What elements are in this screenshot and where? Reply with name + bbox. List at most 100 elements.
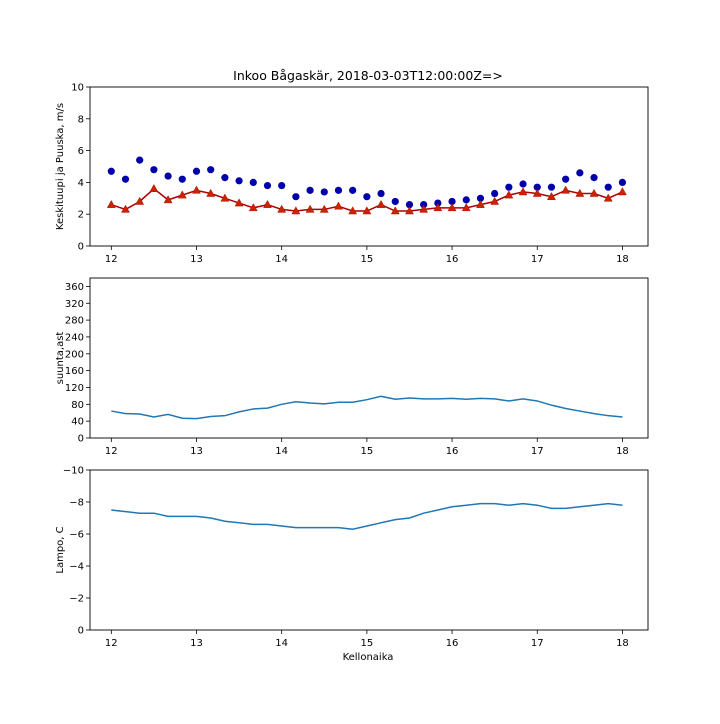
y-tick-label: 200 [65, 349, 84, 360]
y-tick-label: 360 [65, 282, 84, 293]
mean-wind-point [575, 188, 585, 197]
gust-point [391, 197, 399, 206]
gust-point [292, 193, 300, 201]
x-tick-label: 15 [361, 446, 374, 457]
gust-point [618, 178, 627, 186]
y-axis-label: suunta,ast [55, 332, 66, 385]
y-axis-label: Lampo, C [55, 526, 66, 573]
mean-wind-point [163, 195, 173, 204]
y-tick-label: −10 [63, 466, 84, 477]
mean-wind-point [362, 206, 372, 215]
mean-wind-point [547, 191, 556, 200]
gust-point [320, 188, 328, 196]
x-tick-label: 15 [361, 254, 374, 265]
gust-point [576, 169, 584, 177]
mean-wind-point [106, 199, 116, 208]
gust-point [448, 197, 456, 206]
mean-wind-point [121, 204, 130, 213]
x-tick-label: 17 [531, 446, 544, 457]
mean-wind-point [603, 193, 613, 202]
mean-wind-point [177, 190, 187, 199]
x-tick-label: 12 [105, 446, 118, 457]
gust-point [334, 186, 343, 194]
x-tick-label: 15 [361, 638, 374, 649]
y-tick-label: 120 [65, 383, 84, 394]
gust-point [107, 167, 115, 175]
gust-point [462, 196, 470, 204]
y-tick-label: 40 [71, 417, 84, 428]
x-axis-label: Kellonaika [343, 652, 394, 663]
y-tick-label: 0 [78, 434, 84, 445]
mean-wind-point [220, 193, 230, 202]
y-tick-label: 80 [71, 400, 84, 411]
panel-3: 12 13 14 15 16 17 18 0 −2 −4 −6 −8 −10 Lampo, C Kellon… [55, 466, 649, 663]
y-tick-label: 10 [71, 83, 84, 94]
y-tick-label: −2 [69, 594, 84, 605]
panel-2: 12 13 14 15 16 17 18 0 40 80 120 160 200 240 280 320 360… [55, 277, 649, 457]
mean-wind-point [589, 188, 599, 197]
gust-point [519, 180, 527, 188]
gust-point [533, 183, 541, 191]
mean-wind-point [348, 206, 358, 215]
gust-point [178, 175, 186, 183]
y-tick-label: 0 [78, 626, 84, 637]
mean-wind-point [490, 196, 500, 205]
gust-point [263, 181, 272, 190]
mean-wind-point [277, 204, 287, 213]
mean-wind-point [206, 188, 216, 197]
mean-wind-point [532, 188, 542, 197]
gust-point [420, 201, 428, 209]
mean-wind-point [618, 187, 627, 196]
y-tick-label: −8 [69, 498, 84, 509]
x-tick-label: 17 [531, 638, 544, 649]
gust-point [590, 174, 598, 182]
mean-wind-point [390, 206, 400, 215]
x-tick-label: 17 [531, 254, 544, 265]
x-tick-label: 14 [275, 254, 288, 265]
mean-wind-point [405, 206, 414, 215]
x-tick-label: 13 [190, 254, 203, 265]
mean-wind-point [319, 204, 329, 213]
gust-point [249, 178, 257, 186]
x-tick-label: 16 [446, 254, 459, 265]
mean-wind-point [334, 201, 343, 210]
x-tick-label: 18 [616, 446, 629, 457]
gust-point [306, 186, 314, 194]
gust-point [121, 175, 130, 183]
gust-point [363, 193, 371, 201]
x-tick-label: 12 [105, 254, 118, 265]
gust-point [562, 175, 570, 183]
mean-wind-point [192, 185, 201, 194]
gust-point [491, 189, 499, 198]
mean-wind-point [504, 190, 514, 199]
gust-point [349, 186, 357, 194]
x-tick-label: 12 [105, 638, 118, 649]
mean-wind-point [461, 203, 471, 212]
gust-point [434, 199, 442, 207]
mean-wind-point [561, 185, 571, 194]
y-tick-label: 2 [78, 210, 84, 221]
mean-wind-point [518, 187, 528, 196]
gust-point [505, 183, 513, 191]
gust-point [136, 156, 144, 164]
x-tick-label: 14 [275, 446, 288, 457]
gust-point [150, 166, 158, 174]
y-tick-label: 4 [78, 178, 84, 189]
gust-point [547, 183, 556, 191]
gust-point [235, 177, 243, 185]
y-tick-label: −6 [69, 530, 84, 541]
mean-wind-point [419, 204, 429, 213]
x-tick-label: 18 [616, 638, 629, 649]
mean-wind-point [447, 203, 457, 212]
temperature-line [111, 502, 623, 530]
mean-wind-point [376, 199, 386, 208]
y-tick-label: −4 [69, 562, 84, 573]
y-tick-label: 6 [78, 146, 84, 157]
mean-wind-point [433, 203, 443, 212]
x-tick-label: 16 [446, 446, 459, 457]
y-axis-label: Keskituupi ja Puuska, m/s [55, 103, 66, 230]
gust-point [405, 201, 414, 209]
chart-title: Inkoo Bågaskär, 2018-03-03T12:00:00Z=> [233, 68, 503, 83]
